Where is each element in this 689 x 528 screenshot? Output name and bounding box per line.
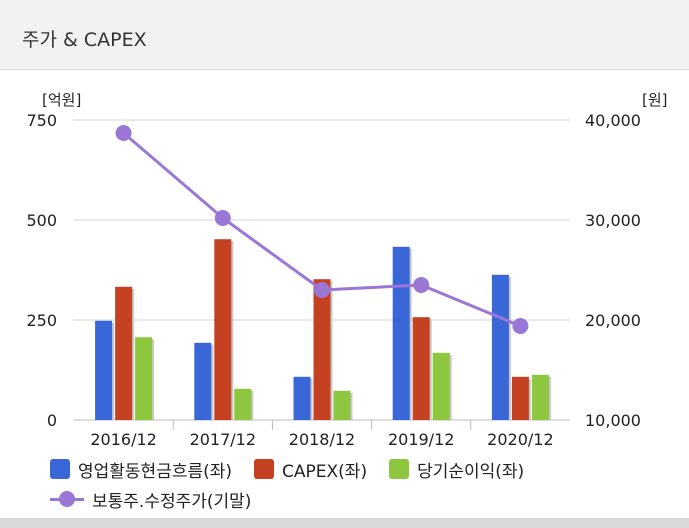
price-point xyxy=(512,318,529,334)
bar xyxy=(234,388,252,420)
bar xyxy=(95,320,113,420)
bar xyxy=(491,274,509,420)
left-axis-unit: [억원] xyxy=(42,91,81,109)
legend: 영업활동현금흐름(좌) CAPEX(좌) 당기순이익(좌) 보통주.수정주가(기… xyxy=(50,454,670,514)
legend-row-line: 보통주.수정주가(기말) xyxy=(50,484,670,514)
legend-swatch-stock-price xyxy=(50,489,84,509)
x-tick-label: 2020/12 xyxy=(487,430,553,449)
legend-swatch-capex xyxy=(254,459,275,479)
legend-swatch-net-income xyxy=(389,459,410,479)
left-tick-label: 500 xyxy=(26,211,57,230)
x-tick-label: 2019/12 xyxy=(388,430,454,449)
right-tick-label: 20,000 xyxy=(585,311,641,330)
left-tick-label: 0 xyxy=(47,411,57,430)
bar xyxy=(313,279,331,420)
bar xyxy=(194,342,212,420)
bar xyxy=(214,239,232,420)
legend-label-operating-cf: 영업활동현금흐름(좌) xyxy=(78,461,233,482)
x-tick-label: 2017/12 xyxy=(190,430,256,449)
bar xyxy=(531,374,549,420)
bar xyxy=(333,390,351,420)
price-point xyxy=(413,277,430,293)
right-tick-label: 10,000 xyxy=(585,411,641,430)
bar xyxy=(392,246,410,420)
legend-item-stock-price[interactable]: 보통주.수정주가(기말) xyxy=(50,487,251,512)
bar xyxy=(115,286,133,420)
right-axis-unit: [원] xyxy=(642,91,668,109)
chart-header: 주가 & CAPEX xyxy=(0,0,689,70)
left-tick-label: 750 xyxy=(26,111,57,130)
legend-item-net-income[interactable]: 당기순이익(좌) xyxy=(389,457,524,482)
bottom-border xyxy=(0,518,689,528)
right-tick-label: 40,000 xyxy=(585,111,641,130)
price-point xyxy=(214,210,231,226)
legend-item-operating-cf[interactable]: 영업활동현금흐름(좌) xyxy=(50,457,232,482)
bar xyxy=(511,376,529,420)
chart-title: 주가 & CAPEX xyxy=(22,29,147,51)
bar xyxy=(432,352,450,420)
price-point xyxy=(115,125,132,141)
left-tick-label: 250 xyxy=(26,311,57,330)
bar xyxy=(135,337,153,420)
legend-row-bars: 영업활동현금흐름(좌) CAPEX(좌) 당기순이익(좌) xyxy=(50,454,670,484)
x-tick-label: 2016/12 xyxy=(90,430,156,449)
bar xyxy=(412,317,430,420)
legend-label-capex: CAPEX(좌) xyxy=(282,461,368,482)
bar xyxy=(293,376,311,420)
legend-label-stock-price: 보통주.수정주가(기말) xyxy=(92,491,252,512)
right-tick-label: 30,000 xyxy=(585,211,641,230)
x-tick-label: 2018/12 xyxy=(289,430,355,449)
price-point xyxy=(314,282,330,298)
legend-item-capex[interactable]: CAPEX(좌) xyxy=(254,457,367,482)
legend-label-net-income: 당기순이익(좌) xyxy=(417,461,525,482)
legend-swatch-operating-cf xyxy=(50,459,70,479)
